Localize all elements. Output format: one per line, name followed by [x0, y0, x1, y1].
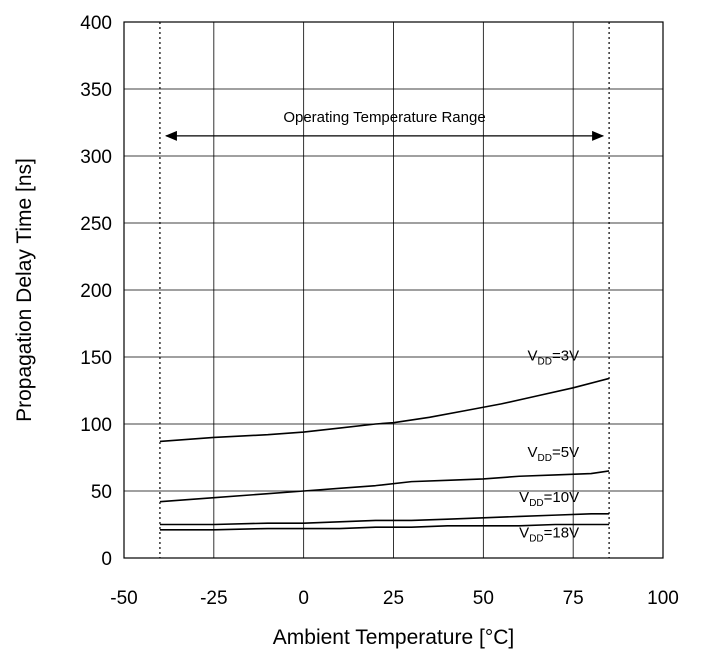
reference-lines: [159, 22, 610, 558]
y-tick-label: 300: [80, 147, 112, 168]
series-line: [159, 523, 610, 531]
series-line: [159, 512, 610, 526]
series-label: VDD=10V: [519, 489, 579, 509]
y-tick-label: 50: [91, 482, 112, 503]
x-tick-label: 50: [473, 588, 494, 609]
tick-labels: -50 -25 0 25 50 75 100 0 50 100 150 200 250 300 350 400: [80, 13, 679, 609]
series-line: [159, 470, 610, 503]
y-tick-label: 100: [80, 415, 112, 436]
x-tick-label: -50: [110, 588, 137, 609]
x-tick-label: 100: [647, 588, 679, 609]
range-annotation-label: Operating Temperature Range: [283, 109, 485, 126]
x-tick-label: -25: [200, 588, 227, 609]
y-tick-label: 200: [80, 281, 112, 302]
y-tick-label: 350: [80, 80, 112, 101]
y-tick-label: 0: [101, 549, 112, 570]
series-label: VDD=3V: [528, 347, 580, 367]
grid-lines: [124, 22, 663, 558]
x-axis-title: Ambient Temperature [°C]: [273, 626, 514, 649]
y-tick-label: 400: [80, 13, 112, 34]
annotation-layer: Operating Temperature Range: [164, 109, 605, 141]
x-tick-label: 75: [563, 588, 584, 609]
y-tick-label: 250: [80, 214, 112, 235]
series-label: VDD=18V: [519, 525, 579, 545]
x-tick-label: 0: [298, 588, 309, 609]
series-label: VDD=5V: [528, 444, 580, 464]
y-tick-label: 150: [80, 348, 112, 369]
series-labels: VDD=3V VDD=5V VDD=10V VDD=18V: [519, 347, 579, 544]
series-line: [159, 377, 610, 443]
plot-frame: [123, 21, 664, 559]
y-axis-title: Propagation Delay Time [ns]: [13, 158, 36, 422]
series-layer: [159, 377, 610, 531]
x-tick-label: 25: [383, 588, 404, 609]
